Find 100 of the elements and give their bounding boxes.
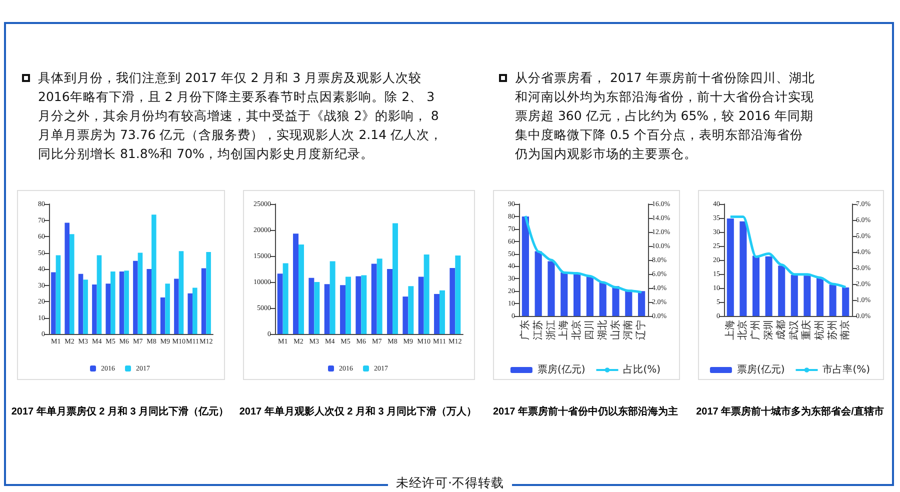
bar	[418, 276, 424, 334]
bar	[752, 256, 760, 316]
x-tick-label: 上海	[558, 320, 570, 340]
bar	[574, 272, 581, 316]
bar	[548, 261, 555, 316]
bar	[96, 255, 102, 334]
bar	[740, 221, 747, 316]
x-tick-label: 南京	[839, 320, 852, 340]
x-tick-label: 四川	[583, 320, 596, 340]
legend-label: 占比(%)	[623, 364, 661, 376]
bar	[726, 218, 734, 316]
bar	[188, 293, 192, 334]
bar	[778, 266, 786, 316]
bar	[371, 264, 377, 334]
bar	[402, 296, 408, 334]
text: 2017 年票房前十省份中仍以东部沿海为主	[492, 406, 678, 418]
bar	[612, 286, 620, 316]
line-series	[729, 216, 847, 288]
x-tick-label: 苏州	[826, 320, 838, 340]
x-tick-label: 广州	[750, 320, 762, 340]
bar	[78, 274, 84, 334]
bar	[119, 271, 124, 334]
bar	[765, 256, 772, 316]
bar	[308, 278, 314, 334]
bar	[133, 260, 138, 334]
bar	[178, 251, 184, 334]
bar	[534, 251, 542, 316]
bar	[51, 272, 56, 334]
x-tick-label: 江苏	[532, 320, 544, 340]
bar	[392, 223, 398, 334]
bar	[842, 287, 850, 316]
bar	[83, 280, 88, 334]
x-tick-label: 广东	[518, 320, 531, 340]
bar	[314, 282, 320, 334]
bar	[408, 286, 414, 334]
text: 2017 年票房前十城市多为东部省会/直辖市	[696, 406, 884, 418]
bar	[804, 276, 811, 316]
bar	[160, 297, 166, 334]
bar	[356, 276, 362, 334]
bar	[192, 288, 198, 334]
bar	[110, 271, 116, 334]
bar	[64, 222, 70, 334]
bar	[165, 284, 170, 334]
bar	[361, 275, 367, 334]
x-tick-label: 山东	[609, 320, 622, 340]
bar	[293, 234, 298, 334]
bar	[586, 276, 594, 316]
x-tick-label: 成都	[775, 320, 788, 340]
bar	[282, 263, 288, 334]
bar	[829, 284, 836, 316]
x-tick-label: 北京	[570, 320, 583, 340]
bar	[152, 214, 156, 334]
bar	[376, 258, 382, 334]
line-series	[524, 214, 643, 294]
x-tick-label: 上海	[724, 320, 736, 340]
bar	[206, 252, 211, 334]
legend-label: 市占率(%)	[822, 364, 870, 376]
x-tick-label: 重庆	[800, 320, 813, 340]
legend-label: 票房(亿元)	[537, 364, 586, 376]
bar	[174, 278, 179, 334]
bar	[560, 272, 568, 316]
x-tick-label: 杭州	[814, 320, 826, 341]
bar	[455, 255, 461, 334]
bar	[522, 216, 529, 316]
bar	[298, 244, 304, 334]
x-tick-label: 深圳	[762, 320, 774, 340]
x-tick-label: 湖北	[596, 320, 608, 340]
text: 2017 年单月观影人次仅 2 月和 3 月同比下滑（万人）	[239, 406, 477, 418]
x-tick-label: 辽宁	[635, 320, 648, 340]
bar	[340, 285, 346, 334]
bar	[790, 274, 798, 316]
bar	[138, 252, 143, 334]
bar	[625, 290, 632, 316]
bar	[346, 276, 351, 334]
bar	[434, 294, 440, 334]
x-tick-label: 武汉	[788, 320, 800, 340]
x-tick-label: 北京	[736, 320, 749, 340]
bar	[277, 274, 283, 334]
bar	[201, 268, 206, 334]
bar	[330, 261, 336, 334]
bar	[124, 270, 129, 334]
bar	[324, 284, 330, 334]
bar	[70, 234, 74, 334]
x-tick-label: 河南	[622, 320, 634, 340]
text: 未经许可·不得转载	[388, 475, 512, 490]
bar	[424, 254, 430, 334]
text: 从分省票房看， 2017 年票房前十省份除四川、湖北和河南以外均为东部沿海省份，前十大省份合计实现票房超 360 亿元，占比约为 65%，较 2016 年同期集中度略微下降 0.5 个百分点，表明东部沿海省份仍为国内观影市场的主要票仓。	[515, 69, 815, 163]
bar	[92, 284, 97, 334]
bar	[440, 290, 445, 334]
bar	[106, 284, 110, 334]
text: 2017 年单月票房仅 2 月和 3 月同比下滑（亿元）	[11, 406, 229, 418]
legend-label: 票房(亿元)	[736, 364, 785, 376]
bar	[56, 255, 61, 334]
bar	[638, 291, 646, 316]
bar	[816, 277, 824, 316]
x-tick-label: 浙江	[544, 320, 557, 340]
bar	[450, 268, 456, 334]
text: 具体到月份，我们注意到 2017 年仅 2 月和 3 月票房及观影人次较 2016年略有下滑，且 2 月份下降主要系春节时点因素影响。除 2、 3 月分之外，其余月份均有较高增速，其中受益于《战狼 2》的影响， 8 月单月票房为 73.76 亿元（含服务费），实现观影人次 2.14 亿人次，同比分别增长 81.8%和 70%，均创国内影史月度新纪录。	[38, 69, 444, 163]
bar	[146, 269, 152, 334]
bar	[387, 269, 392, 334]
